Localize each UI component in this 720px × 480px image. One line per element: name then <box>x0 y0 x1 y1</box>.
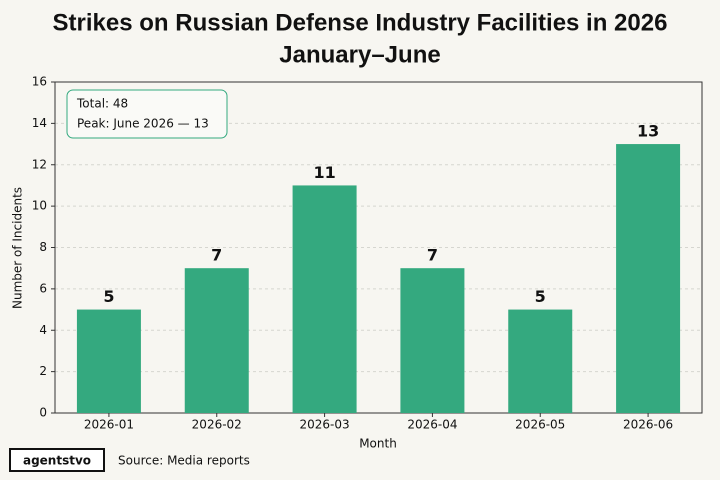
value-label: 7 <box>427 246 438 265</box>
y-tick-label: 8 <box>39 240 47 254</box>
value-label: 13 <box>637 122 659 141</box>
x-tick-label: 2026-03 <box>300 418 350 432</box>
y-tick-label: 4 <box>39 323 47 337</box>
x-tick-label: 2026-06 <box>623 418 673 432</box>
source: Source: Media reports <box>118 454 250 468</box>
x-tick-label: 2026-05 <box>515 418 565 432</box>
annotation-box <box>66 89 228 139</box>
y-tick-label: 0 <box>39 406 47 420</box>
bar <box>76 309 141 413</box>
y-tick-label: 10 <box>32 199 47 213</box>
chart-subtitle: January–June <box>279 41 440 68</box>
x-tick-label: 2026-01 <box>84 418 134 432</box>
chart-title: Strikes on Russian Defense Industry Faci… <box>53 9 668 36</box>
x-tick-label: 2026-02 <box>192 418 242 432</box>
value-label: 7 <box>211 246 222 265</box>
annotation: Total: 48 <box>76 97 128 111</box>
y-tick-label: 2 <box>39 364 47 378</box>
value-label: 11 <box>313 163 335 182</box>
bar <box>292 185 357 413</box>
y-tick-label: 16 <box>32 75 47 89</box>
logo: agentstvo <box>23 454 91 468</box>
y-tick-label: 6 <box>39 281 47 295</box>
plot-frame <box>54 81 703 414</box>
y-tick-label: 12 <box>32 157 47 171</box>
bar <box>400 268 465 413</box>
bar <box>184 268 249 413</box>
logo-box <box>9 448 105 472</box>
x-tick-label: 2026-04 <box>407 418 457 432</box>
bar <box>616 144 681 413</box>
y-axis-label: Number of Incidents <box>11 187 25 309</box>
annotation: Peak: June 2026 — 13 <box>77 117 209 131</box>
value-label: 5 <box>535 287 546 306</box>
bar <box>508 309 573 413</box>
x-axis-label: Month <box>359 437 397 451</box>
value-label: 5 <box>103 287 114 306</box>
y-tick-label: 14 <box>32 116 47 130</box>
